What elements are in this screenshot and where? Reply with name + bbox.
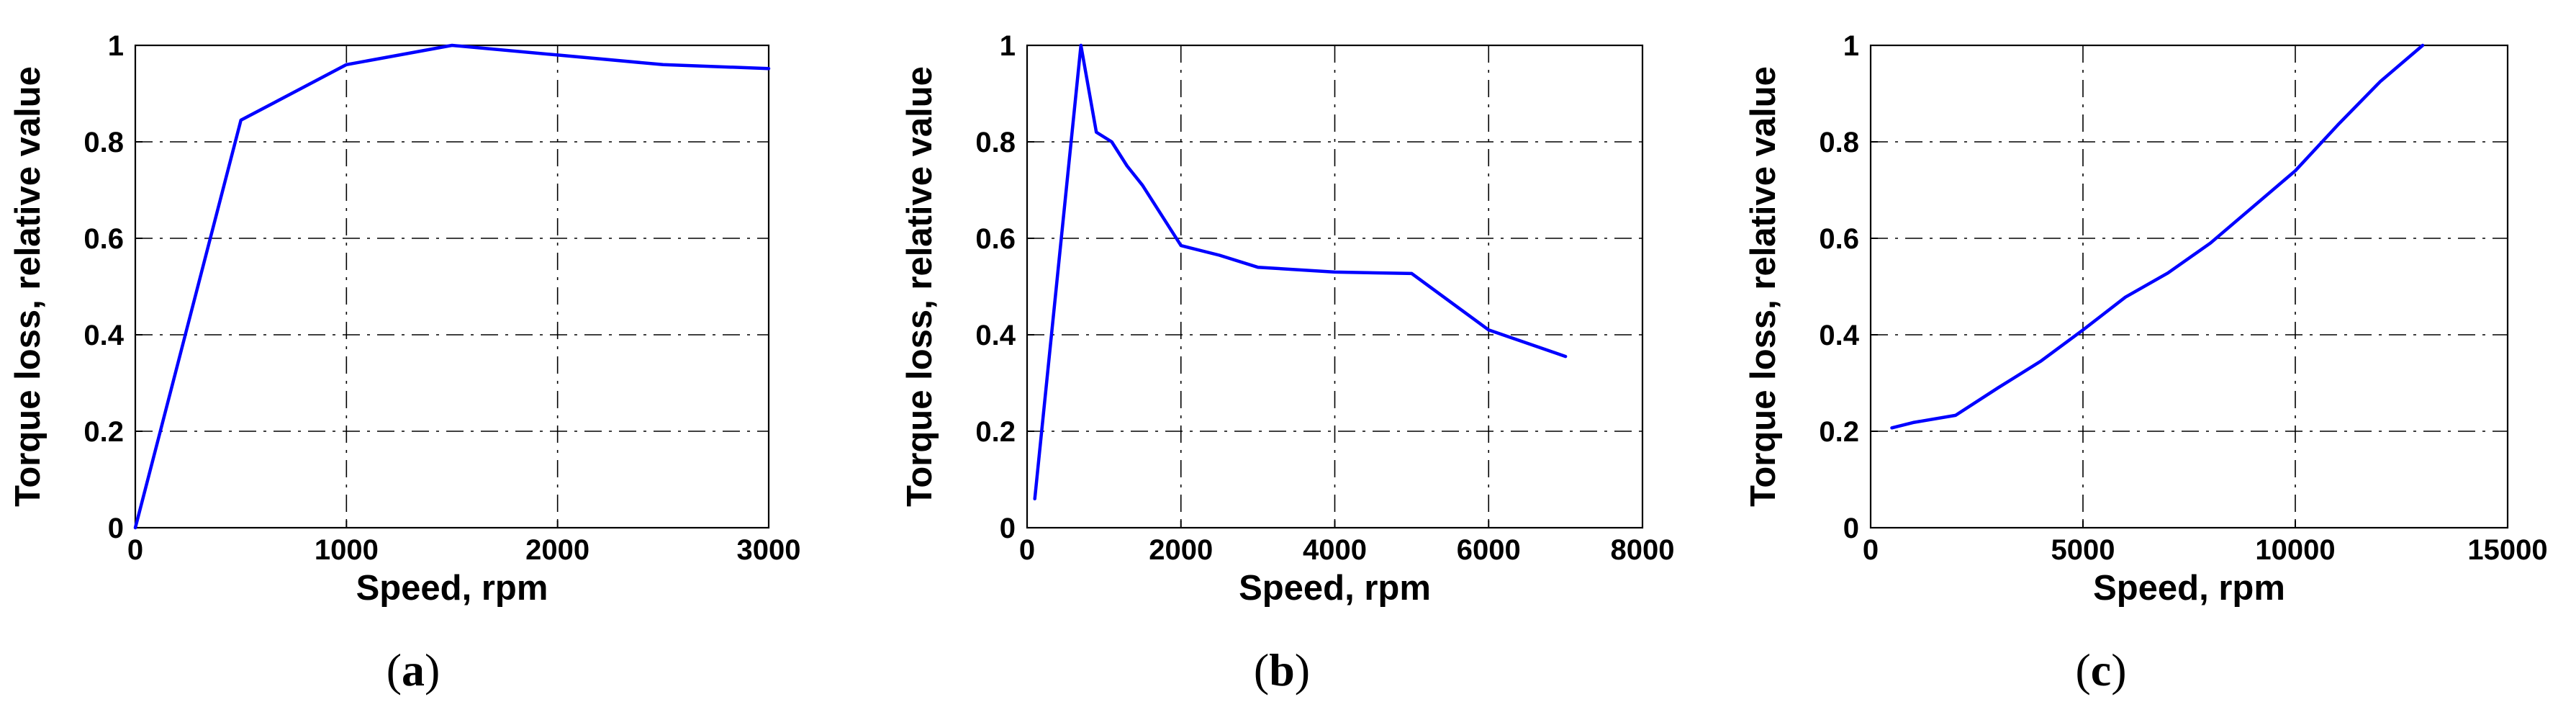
x-axis-label: Speed, rpm [2093,569,2285,608]
y-tick-label: 0.2 [975,416,1016,448]
x-tick-label: 0 [127,534,143,566]
y-tick-label: 0.4 [83,320,124,351]
y-tick-label: 0.6 [975,223,1016,255]
series-line-torque-loss [1033,43,1568,501]
plot-frame [1869,44,2509,529]
x-tick-label: 6000 [1457,534,1521,566]
plot-frame [134,44,770,529]
x-tick-label: 4000 [1303,534,1367,566]
panel-caption-letter: a [402,644,425,695]
y-tick-label: 0.2 [1819,416,1859,448]
y-tick-label: 0.2 [83,416,124,448]
chart-panel-a: 0 1000 2000 3000 0 0.2 0.4 0.6 0.8 1 Speed, rpm Tor… [9,30,800,695]
panel-caption-letter: b [1269,644,1295,695]
series-line-torque-loss [133,43,771,530]
series-line-torque-loss [1890,43,2425,430]
chart-panel-c: 0 5000 10000 15000 0 0.2 0.4 0.6 0.8 1 Speed, rpm T… [1744,30,2548,695]
x-tick-label: 15000 [2467,534,2547,566]
x-tick-label: 5000 [2051,534,2115,566]
y-tick-label: 0 [108,513,124,544]
panel-caption: (b) [1254,644,1310,695]
y-tick-label: 1 [108,30,124,62]
x-tick-label: 0 [1863,534,1879,566]
y-tick-label: 0.6 [1819,223,1859,255]
y-tick-label: 0.8 [975,127,1016,158]
y-tick-label: 0.6 [83,223,124,255]
panel-caption: (c) [2075,644,2126,695]
y-tick-label: 1 [1000,30,1016,62]
x-tick-label: 0 [1019,534,1035,566]
panel-caption-letter: c [2091,644,2111,695]
y-tick-label: 0.4 [1819,320,1859,351]
y-axis-label: Torque loss, relative value [900,66,939,507]
x-tick-label: 2000 [1149,534,1213,566]
x-tick-label: 1000 [315,534,379,566]
x-axis-label: Speed, rpm [356,569,548,608]
y-tick-label: 0.4 [975,320,1016,351]
y-tick-label: 0 [1843,513,1859,544]
chart-panel-b: 0 2000 4000 6000 8000 0 0.2 0.4 0.6 0.8 1 Speed, rp… [900,30,1674,695]
y-axis-label: Torque loss, relative value [9,66,48,507]
x-tick-label: 10000 [2255,534,2335,566]
y-tick-label: 1 [1843,30,1859,62]
panel-caption: (a) [387,644,440,695]
x-axis-label: Speed, rpm [1239,569,1431,608]
y-tick-label: 0.8 [83,127,124,158]
x-tick-label: 2000 [525,534,589,566]
y-tick-label: 0.8 [1819,127,1859,158]
y-tick-label: 0 [1000,513,1016,544]
x-tick-label: 8000 [1611,534,1675,566]
y-axis-label: Torque loss, relative value [1744,66,1783,507]
x-tick-label: 3000 [737,534,801,566]
